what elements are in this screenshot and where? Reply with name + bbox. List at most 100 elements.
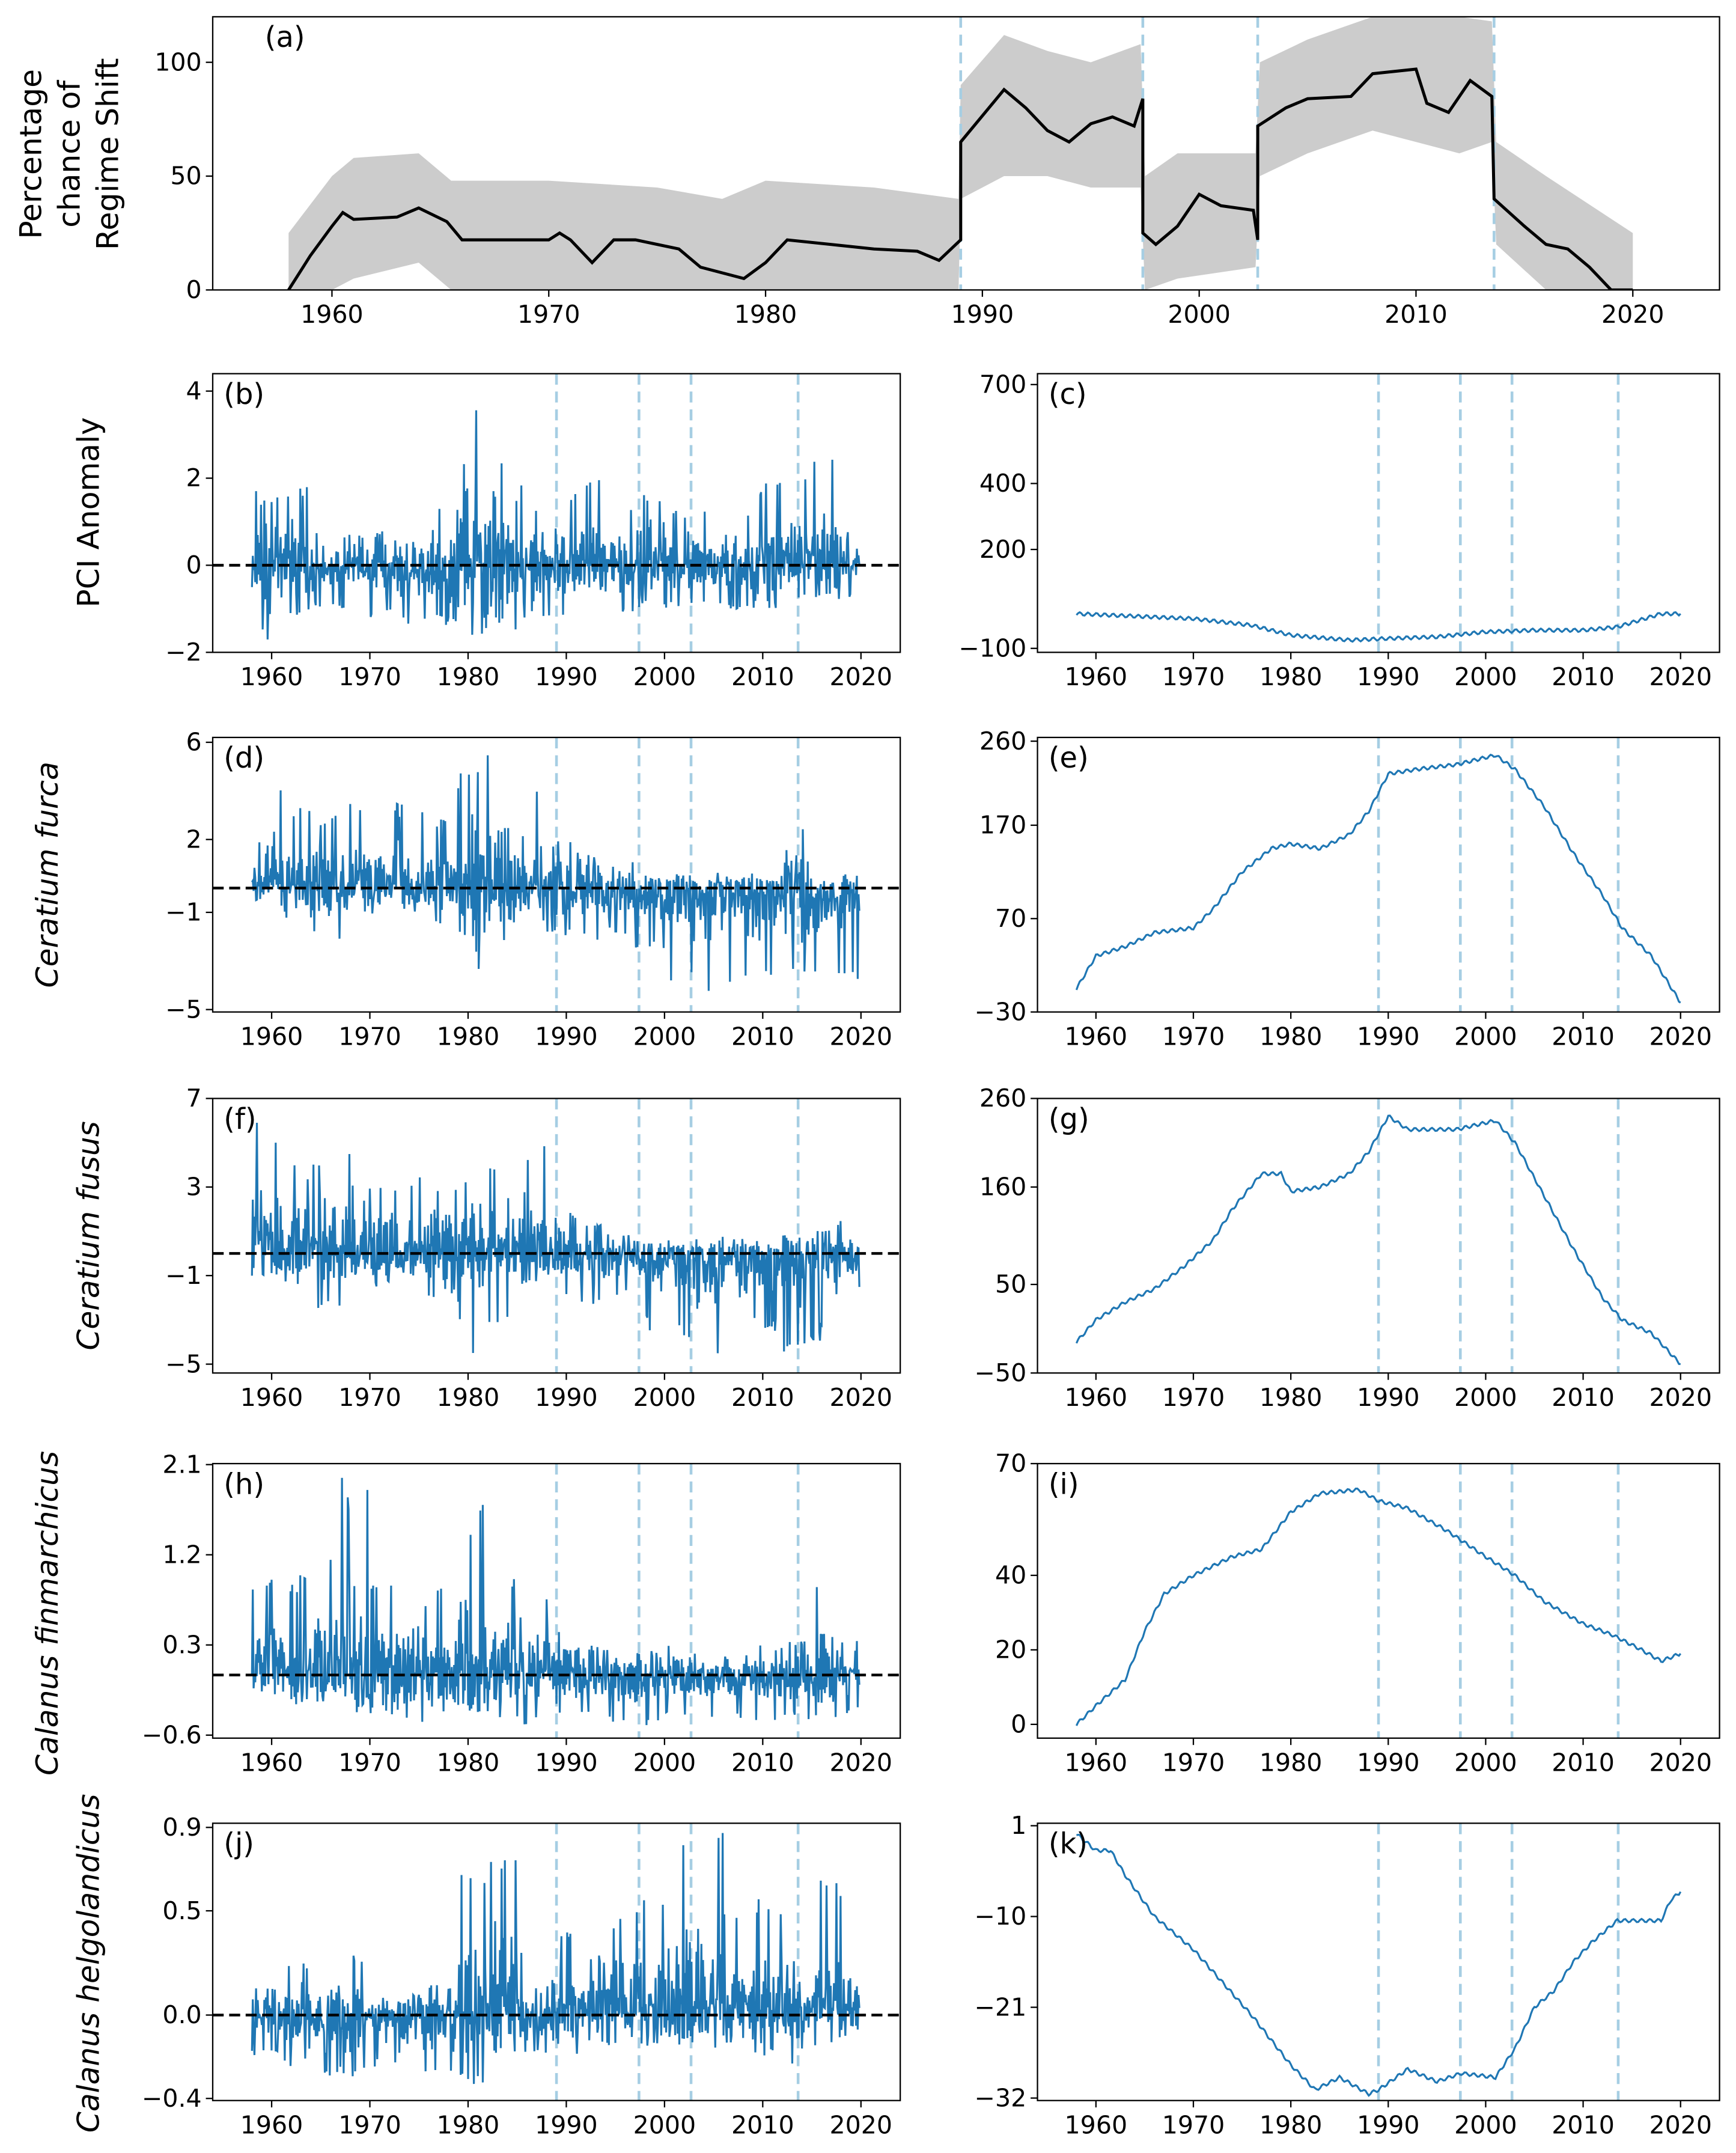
x-tick-label: 1980: [437, 1022, 500, 1051]
y-tick-label: 0.5: [162, 1896, 201, 1925]
y-tick-label: 0: [186, 275, 202, 304]
x-tick-label: 1980: [1259, 662, 1323, 691]
panel-g: 1960 1970 1980 1990 2000 2010 2020 −50 50 160 260 (…: [975, 1084, 1720, 1412]
anomaly-series-line: [251, 1833, 860, 2084]
x-tick-label: 1970: [1162, 1748, 1225, 1777]
x-tick-label: 1980: [1259, 1022, 1323, 1051]
x-tick-label: 1970: [1162, 2111, 1225, 2140]
axes-frame: [212, 1462, 901, 1739]
x-tick-label: 2010: [1552, 1022, 1615, 1051]
y-tick-label: 1.2: [162, 1540, 201, 1569]
axes-frame: [1037, 1098, 1720, 1374]
anomaly-series-line: [251, 1477, 860, 1726]
x-tick-label: 2020: [829, 1748, 892, 1777]
y-tick-label: 0.0: [162, 2000, 201, 2029]
y-tick-label: 700: [979, 370, 1026, 399]
y-tick-label: 4: [186, 376, 202, 405]
x-tick-label: 1970: [1162, 662, 1225, 691]
x-tick-label: 1960: [1065, 2111, 1128, 2140]
cumulative-series-line: [1076, 1833, 1682, 2097]
plot-area: [1075, 1098, 1681, 1373]
panel-label: (f): [224, 1102, 256, 1136]
plot-area: [287, 16, 1633, 290]
x-tick-label: 2010: [731, 2111, 794, 2140]
y-axis-label: Ceratium furca: [29, 762, 65, 988]
x-tick-label: 2010: [1552, 662, 1615, 691]
x-tick-label: 1990: [1357, 1022, 1420, 1051]
y-tick-label: 170: [979, 811, 1026, 840]
panel-label: (a): [265, 20, 305, 54]
x-tick-label: 2000: [1454, 1383, 1517, 1412]
axes-frame: [212, 1098, 901, 1374]
x-tick-label: 1990: [535, 1748, 598, 1777]
panel-label: (k): [1049, 1827, 1088, 1861]
axes-frame: [212, 736, 901, 1013]
x-tick-label: 2000: [1454, 1022, 1517, 1051]
x-tick-label: 1990: [951, 300, 1014, 329]
y-tick-label: −5: [165, 1349, 202, 1378]
x-tick-label: 2010: [731, 1383, 794, 1412]
y-tick-label: −2: [165, 638, 202, 667]
x-tick-label: 2020: [1649, 1383, 1712, 1412]
axes-frame: [1037, 1462, 1720, 1739]
x-tick-label: 1970: [338, 662, 401, 691]
x-tick-label: 1990: [535, 1383, 598, 1412]
axes-frame: [1037, 373, 1720, 653]
x-tick-label: 1990: [1357, 1748, 1420, 1777]
y-tick-label: −32: [975, 2083, 1027, 2112]
anomaly-series-line: [251, 755, 860, 991]
y-tick-label: 7: [186, 1084, 202, 1113]
x-tick-label: 1980: [437, 1383, 500, 1412]
panel-i: 1960 1970 1980 1990 2000 2010 2020 0 20 40 70 (i): [995, 1449, 1720, 1777]
panel-a: 1960 1970 1980 1990 2000 2010 2020 0 50 100 (a) Per…: [13, 16, 1720, 329]
plot-area: [1075, 737, 1681, 1012]
panel-b: 1960 1970 1980 1990 2000 2010 2020 −2 0 2 4 (b) PCI …: [70, 373, 901, 691]
x-tick-label: 1960: [1065, 1383, 1128, 1412]
panel-h: 1960 1970 1980 1990 2000 2010 2020 −0.6 0.3 1.2 2.…: [29, 1450, 901, 1777]
x-tick-label: 1990: [1357, 1383, 1420, 1412]
plot-area: [1076, 373, 1681, 653]
x-tick-label: 1960: [240, 2111, 303, 2140]
cumulative-series-line: [1075, 1114, 1681, 1366]
x-tick-label: 2000: [1454, 2111, 1517, 2140]
x-tick-label: 2020: [829, 1383, 892, 1412]
plot-area: [1076, 1823, 1682, 2101]
y-tick-label: −10: [975, 1902, 1027, 1931]
y-tick-label: −0.6: [142, 1720, 202, 1749]
x-tick-label: 2000: [633, 1748, 696, 1777]
x-tick-label: 1990: [1357, 2111, 1420, 2140]
x-tick-label: 2020: [829, 1022, 892, 1051]
y-tick-label: 200: [979, 535, 1026, 564]
y-tick-label: 2: [186, 463, 202, 492]
x-tick-label: 1960: [240, 1022, 303, 1051]
x-tick-label: 1960: [300, 300, 364, 329]
y-tick-label: −0.4: [142, 2084, 202, 2113]
x-tick-label: 1960: [1065, 662, 1128, 691]
y-axis-label: Ceratium fusus: [70, 1121, 106, 1351]
x-tick-label: 2020: [1649, 2111, 1712, 2140]
y-tick-label: 160: [979, 1173, 1026, 1202]
plot-area: [212, 1464, 901, 1738]
x-tick-label: 1970: [338, 1022, 401, 1051]
y-tick-label: 3: [186, 1173, 202, 1202]
x-tick-label: 2000: [1168, 300, 1231, 329]
y-tick-label: 0.9: [162, 1813, 201, 1842]
y-tick-label: −1: [165, 898, 202, 927]
x-tick-label: 1970: [1162, 1383, 1225, 1412]
x-tick-label: 2000: [633, 1383, 696, 1412]
panel-d: 1960 1970 1980 1990 2000 2010 2020 −5 −1 2 6 (d) Cer…: [29, 728, 901, 1051]
panel-label: (g): [1049, 1102, 1089, 1136]
x-tick-label: 2000: [1454, 1748, 1517, 1777]
y-tick-label: −50: [975, 1358, 1027, 1387]
x-tick-label: 1980: [437, 2111, 500, 2140]
y-axis-label: Calanus helgolandicus: [70, 1794, 106, 2133]
x-tick-label: 1990: [535, 2111, 598, 2140]
y-tick-label: 100: [154, 47, 201, 76]
y-tick-label: −5: [165, 995, 202, 1024]
x-tick-label: 1980: [1259, 1383, 1323, 1412]
y-tick-label: −30: [975, 997, 1027, 1026]
panel-label: (d): [224, 741, 264, 775]
y-tick-label: 1: [1011, 1811, 1026, 1840]
y-tick-label: 40: [995, 1561, 1026, 1590]
x-tick-label: 2020: [1649, 1748, 1712, 1777]
